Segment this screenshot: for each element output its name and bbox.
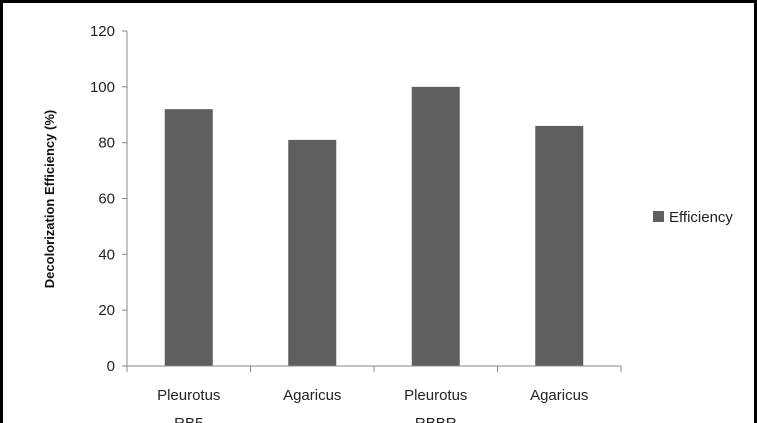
x-category-label: Pleurotus: [404, 387, 467, 404]
legend: Efficiency: [653, 209, 733, 226]
legend-swatch: [653, 211, 664, 222]
bar: [164, 109, 213, 367]
x-category-label: Agaricus: [283, 387, 341, 404]
y-tick-label: 40: [98, 246, 115, 263]
bar-chart: Decolorization Efficiency (%) 0 20 40 60 80 1…: [42, 23, 733, 423]
bars: [164, 86, 584, 367]
y-axis: 0 20 40 60 80 100 120: [90, 23, 128, 375]
y-tick-label: 100: [90, 79, 115, 96]
y-tick-label: 60: [98, 191, 115, 208]
x-group-label: RBBR: [415, 415, 457, 423]
y-tick-label: 20: [98, 302, 115, 319]
x-category-label: Pleurotus: [157, 387, 220, 404]
y-axis-title: Decolorization Efficiency (%): [42, 110, 57, 288]
bar: [535, 125, 584, 367]
x-category-label: Agaricus: [530, 387, 588, 404]
y-tick-label: 0: [107, 358, 115, 375]
bar: [288, 139, 337, 366]
legend-label: Efficiency: [669, 209, 733, 226]
y-tick-label: 120: [90, 23, 115, 40]
y-tick-label: 80: [98, 135, 115, 152]
bar: [411, 86, 460, 366]
x-group-label: RB5: [174, 415, 203, 423]
x-axis: Pleurotus Agaricus Pleurotus Agaricus RB5 RBB…: [126, 365, 622, 423]
